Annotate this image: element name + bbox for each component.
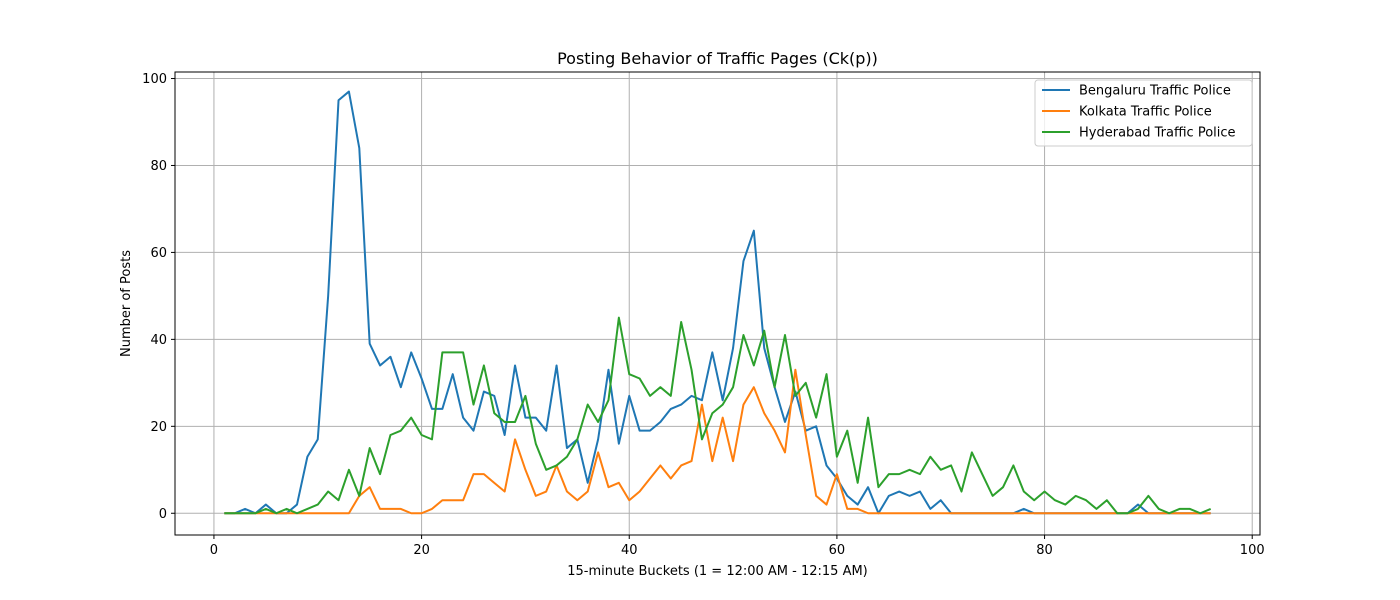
- series-lines: [224, 90, 1212, 515]
- x-tick-label: 80: [1036, 543, 1053, 558]
- legend: Bengaluru Traffic Police Kolkata Traffic …: [1034, 79, 1253, 147]
- series-line-kolkata-traffic-police: [224, 368, 1211, 515]
- legend-box: [1034, 79, 1253, 147]
- y-tick-label: 80: [150, 159, 167, 174]
- y-axis-label: Number of Posts: [119, 250, 134, 357]
- y-tick-label: 0: [159, 507, 167, 522]
- y-tick-label: 40: [150, 333, 167, 348]
- axis-ticks: 0 20 40 60 80 100 0 20 40 60 80 100: [142, 72, 1264, 558]
- legend-label-bengaluru-traffic-police: Bengaluru Traffic Police: [1079, 84, 1231, 99]
- legend-label-kolkata-traffic-police: Kolkata Traffic Police: [1079, 105, 1212, 120]
- y-tick-label: 60: [150, 246, 167, 261]
- grid: [175, 72, 1260, 535]
- x-tick-label: 20: [413, 543, 430, 558]
- x-tick-label: 40: [621, 543, 638, 558]
- series-line-hyderabad-traffic-police: [224, 316, 1212, 515]
- x-axis-label: 15-minute Buckets (1 = 12:00 AM - 12:15 …: [567, 564, 868, 579]
- y-tick-label: 100: [142, 72, 167, 87]
- series-line-bengaluru-traffic-police: [224, 90, 1211, 515]
- chart-title: Posting Behavior of Traffic Pages (Ck(p)…: [557, 49, 878, 68]
- plot-frame: [174, 71, 1261, 536]
- y-tick-label: 20: [150, 420, 167, 435]
- x-tick-label: 0: [210, 543, 218, 558]
- x-tick-label: 60: [829, 543, 846, 558]
- x-tick-label: 100: [1240, 543, 1265, 558]
- legend-label-hyderabad-traffic-police: Hyderabad Traffic Police: [1079, 126, 1236, 141]
